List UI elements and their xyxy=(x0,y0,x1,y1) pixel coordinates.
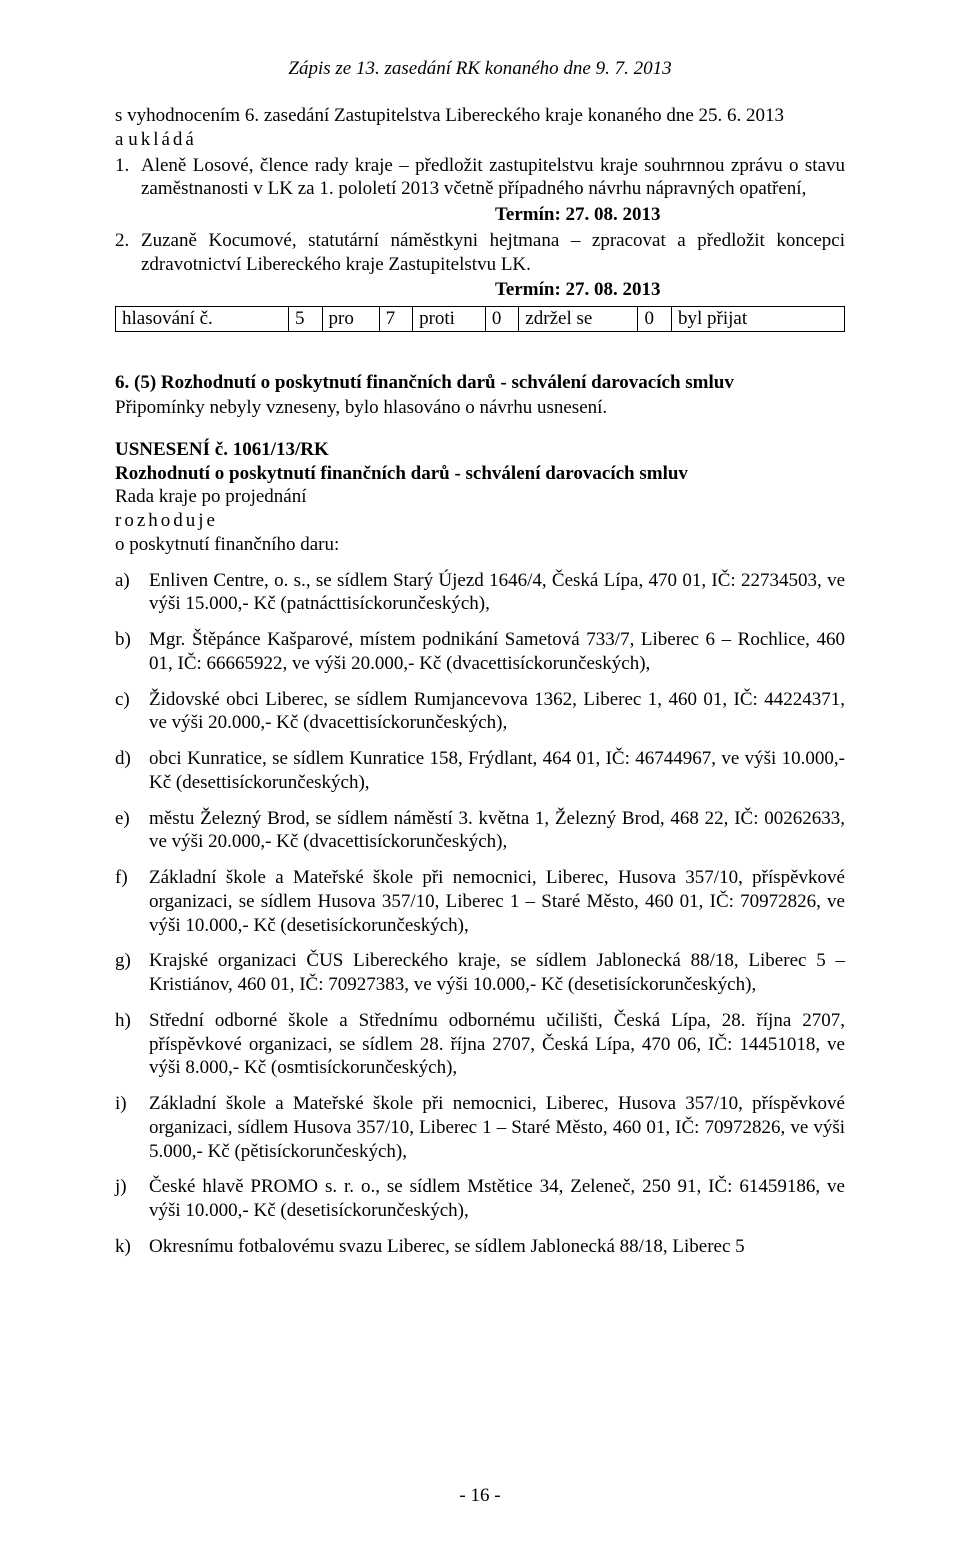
intro-line-2: a ukládá xyxy=(115,128,845,152)
vote-row: hlasování č. 5 pro 7 proti 0 zdržel se 0… xyxy=(116,307,845,332)
list-item: b)Mgr. Štěpánce Kašparové, místem podnik… xyxy=(115,628,845,676)
item-label: k) xyxy=(115,1235,149,1259)
list-item: j)České hlavě PROMO s. r. o., se sídlem … xyxy=(115,1175,845,1223)
vote-num: 5 xyxy=(289,307,323,332)
item-text: Zuzaně Kocumové, statutární náměstkyni h… xyxy=(141,229,845,277)
vote-proti-label: proti xyxy=(413,307,486,332)
list-item: i)Základní škole a Mateřské škole při ne… xyxy=(115,1092,845,1163)
list-item: k)Okresnímu fotbalovému svazu Liberec, s… xyxy=(115,1235,845,1259)
numbered-item-2: 2. Zuzaně Kocumové, statutární náměstkyn… xyxy=(115,229,845,277)
section-title: 6. (5) Rozhodnutí o poskytnutí finančníc… xyxy=(115,372,845,394)
item-text: Okresnímu fotbalovému svazu Liberec, se … xyxy=(149,1235,845,1259)
document-page: Zápis ze 13. zasedání RK konaného dne 9.… xyxy=(0,0,960,1561)
intro-spaced: ukládá xyxy=(128,129,197,150)
item-label: c) xyxy=(115,688,149,736)
item-text: obci Kunratice, se sídlem Kunratice 158,… xyxy=(149,747,845,795)
item-label: g) xyxy=(115,949,149,997)
list-item: g)Krajské organizaci ČUS Libereckého kra… xyxy=(115,949,845,997)
intro-prefix: a xyxy=(115,129,128,150)
item-text: městu Železný Brod, se sídlem náměstí 3.… xyxy=(149,807,845,855)
usneseni-title: Rozhodnutí o poskytnutí finančních darů … xyxy=(115,462,845,486)
rozhoduje-line: rozhoduje xyxy=(115,509,845,533)
item-label: a) xyxy=(115,569,149,617)
item-label: e) xyxy=(115,807,149,855)
item-label: h) xyxy=(115,1009,149,1080)
vote-table: hlasování č. 5 pro 7 proti 0 zdržel se 0… xyxy=(115,306,845,332)
item-text: České hlavě PROMO s. r. o., se sídlem Ms… xyxy=(149,1175,845,1223)
rada-line: Rada kraje po projednání xyxy=(115,485,845,509)
item-label: b) xyxy=(115,628,149,676)
item-text: Krajské organizaci ČUS Libereckého kraje… xyxy=(149,949,845,997)
numbered-list: 1. Aleně Losové, člence rady kraje – pře… xyxy=(115,154,845,303)
item-text: Židovské obci Liberec, se sídlem Rumjanc… xyxy=(149,688,845,736)
intro-line-1: s vyhodnocením 6. zasedání Zastupitelstv… xyxy=(115,104,845,128)
list-item: f)Základní škole a Mateřské škole při ne… xyxy=(115,866,845,937)
item-text: Enliven Centre, o. s., se sídlem Starý Ú… xyxy=(149,569,845,617)
item-label: f) xyxy=(115,866,149,937)
letter-list: a)Enliven Centre, o. s., se sídlem Starý… xyxy=(115,569,845,1259)
vote-zdrzel-val: 0 xyxy=(638,307,672,332)
list-item: a)Enliven Centre, o. s., se sídlem Starý… xyxy=(115,569,845,617)
termin-1: Termín: 27. 08. 2013 xyxy=(495,203,845,227)
vote-label: hlasování č. xyxy=(116,307,289,332)
vote-proti-val: 0 xyxy=(485,307,519,332)
list-item: c)Židovské obci Liberec, se sídlem Rumja… xyxy=(115,688,845,736)
list-item: h)Střední odborné škole a Střednímu odbo… xyxy=(115,1009,845,1080)
vote-pro-label: pro xyxy=(322,307,379,332)
item-text: Mgr. Štěpánce Kašparové, místem podnikán… xyxy=(149,628,845,676)
item-label: j) xyxy=(115,1175,149,1223)
item-text: Základní škole a Mateřské škole při nemo… xyxy=(149,1092,845,1163)
oposk-line: o poskytnutí finančního daru: xyxy=(115,533,845,557)
numbered-item-1: 1. Aleně Losové, člence rady kraje – pře… xyxy=(115,154,845,202)
page-number: - 16 - xyxy=(0,1485,960,1507)
item-text: Střední odborné škole a Střednímu odborn… xyxy=(149,1009,845,1080)
item-text: Základní škole a Mateřské škole při nemo… xyxy=(149,866,845,937)
item-label: d) xyxy=(115,747,149,795)
usneseni-no: USNESENÍ č. 1061/13/RK xyxy=(115,438,845,462)
item-text: Aleně Losové, člence rady kraje – předlo… xyxy=(141,154,845,202)
list-item: e)městu Železný Brod, se sídlem náměstí … xyxy=(115,807,845,855)
section-sub: Připomínky nebyly vzneseny, bylo hlasová… xyxy=(115,396,845,420)
vote-pro-val: 7 xyxy=(379,307,413,332)
termin-2: Termín: 27. 08. 2013 xyxy=(495,278,845,302)
item-label: i) xyxy=(115,1092,149,1163)
item-number: 2. xyxy=(115,229,141,277)
list-item: d)obci Kunratice, se sídlem Kunratice 15… xyxy=(115,747,845,795)
item-number: 1. xyxy=(115,154,141,202)
vote-result: byl přijat xyxy=(672,307,845,332)
vote-zdrzel-label: zdržel se xyxy=(519,307,638,332)
page-header: Zápis ze 13. zasedání RK konaného dne 9.… xyxy=(115,58,845,80)
